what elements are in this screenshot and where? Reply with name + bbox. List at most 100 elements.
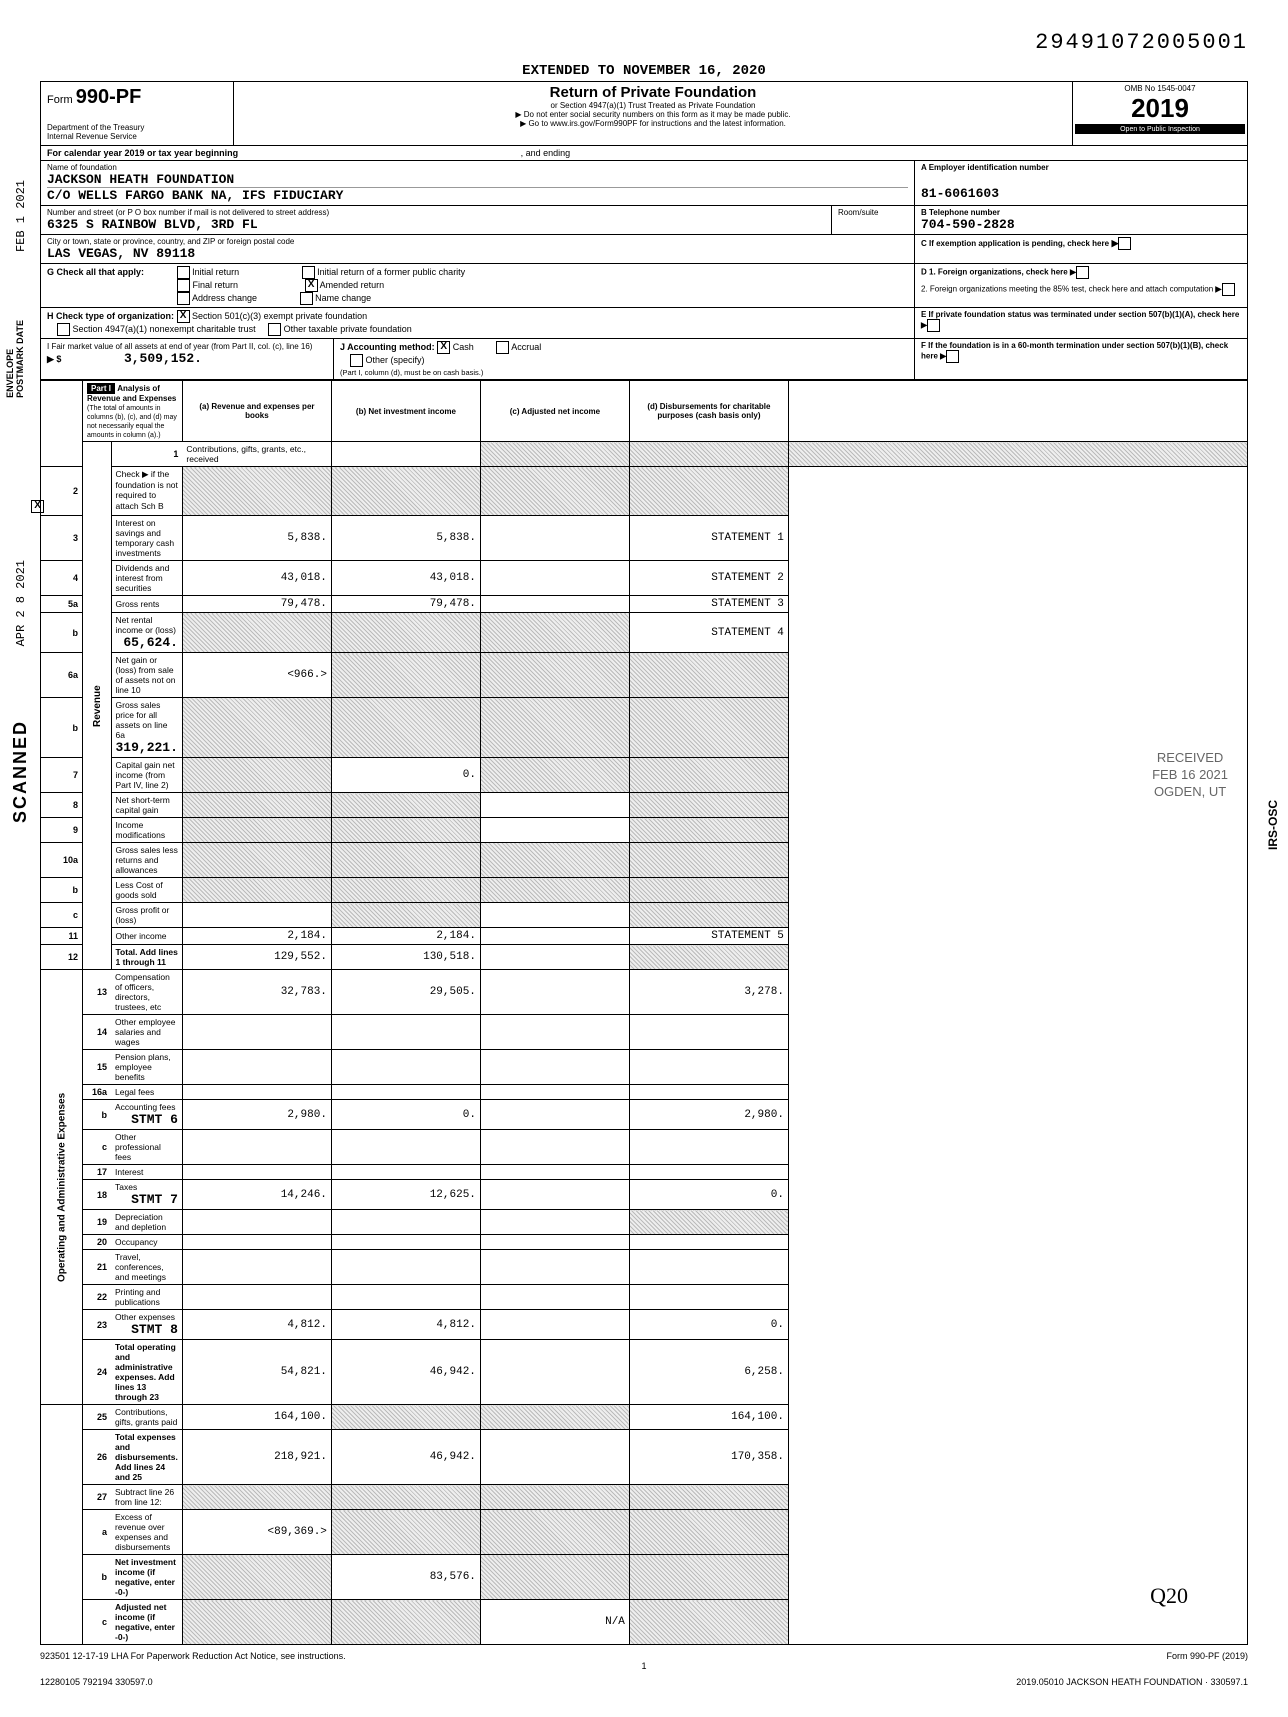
d2-checkbox[interactable] (1222, 283, 1235, 296)
l26a: 218,921. (182, 1430, 331, 1485)
line25-desc: Contributions, gifts, grants paid (111, 1405, 182, 1430)
dept-label: Department of the Treasury (47, 123, 227, 132)
line1-desc: Contributions, gifts, grants, etc., rece… (182, 442, 331, 467)
l18b: 12,625. (331, 1180, 480, 1210)
line13-desc: Compensation of officers, directors, tru… (111, 970, 182, 1015)
l4d: STATEMENT 2 (629, 561, 788, 596)
col-b-header: (b) Net investment income (331, 381, 480, 442)
e-checkbox[interactable] (927, 319, 940, 332)
j-cash-checkbox[interactable]: X (437, 341, 450, 354)
l24a: 54,821. (182, 1340, 331, 1405)
l27aa: <89,369.> (182, 1510, 331, 1555)
h-opt2: Section 4947(a)(1) nonexempt charitable … (73, 324, 256, 334)
d1-checkbox[interactable] (1076, 266, 1089, 279)
l3a: 5,838. (182, 516, 331, 561)
page-number: 1 (40, 1661, 1248, 1671)
g-initial-former-checkbox[interactable] (302, 266, 315, 279)
l26b: 46,942. (331, 1430, 480, 1485)
b-label: B Telephone number (921, 208, 1000, 217)
l27bb: 83,576. (331, 1555, 480, 1600)
line5a-desc: Gross rents (111, 596, 182, 613)
l24b: 46,942. (331, 1340, 480, 1405)
e-label: E If private foundation status was termi… (921, 310, 1239, 319)
line15-desc: Pension plans, employee benefits (111, 1050, 182, 1085)
l3d: STATEMENT 1 (629, 516, 788, 561)
name-label: Name of foundation (47, 163, 908, 172)
line19-desc: Depreciation and depletion (111, 1210, 182, 1235)
line16c-desc: Other professional fees (111, 1130, 182, 1165)
c-checkbox[interactable] (1118, 237, 1131, 250)
g-address: Address change (192, 293, 257, 303)
city-value: LAS VEGAS, NV 89118 (47, 246, 908, 261)
g-address-checkbox[interactable] (177, 292, 190, 305)
line2-checkbox[interactable]: X (31, 500, 44, 513)
l13b: 29,505. (331, 970, 480, 1015)
h-4947-checkbox[interactable] (57, 323, 70, 336)
line10b-desc: Less Cost of goods sold (111, 878, 182, 903)
form-sub2: ▶ Do not enter social security numbers o… (240, 110, 1066, 119)
revenue-section: Revenue (83, 442, 112, 970)
form-title: Return of Private Foundation (240, 84, 1066, 101)
date-stamp-feb: FEB 1 2021 (14, 180, 28, 252)
line8-desc: Net short-term capital gain (111, 793, 182, 818)
h-opt1: Section 501(c)(3) exempt private foundat… (192, 311, 367, 321)
line6b-desc: Gross sales price for all assets on line… (116, 700, 168, 740)
h-other-checkbox[interactable] (268, 323, 281, 336)
line27-desc: Subtract line 26 from line 12: (111, 1485, 182, 1510)
phone-value: 704-590-2828 (921, 217, 1241, 232)
form-ref: Form 990-PF (2019) (1166, 1651, 1248, 1661)
a-label: A Employer identification number (921, 163, 1049, 172)
g-final-checkbox[interactable] (177, 279, 190, 292)
line10c-desc: Gross profit or (loss) (111, 903, 182, 928)
j-other-checkbox[interactable] (350, 354, 363, 367)
bottom-right-code: 2019.05010 JACKSON HEATH FOUNDATION · 33… (1016, 1677, 1248, 1687)
omb-number: OMB No 1545-0047 (1075, 84, 1245, 93)
i-label: I Fair market value of all assets at end… (47, 342, 312, 351)
line6a-desc: Net gain or (loss) from sale of assets n… (111, 653, 182, 698)
line27c-desc: Adjusted net income (if negative, enter … (115, 1602, 175, 1642)
irs-label: Internal Revenue Service (47, 132, 227, 141)
l5aa: 79,478. (182, 596, 331, 613)
line26-desc: Total expenses and disbursements. Add li… (115, 1432, 178, 1482)
calendar-label: For calendar year 2019 or tax year begin… (47, 148, 238, 158)
l5bd: STATEMENT 4 (629, 613, 788, 653)
form-sub3: ▶ Go to www.irs.gov/Form990PF for instru… (240, 119, 1066, 128)
l11b: 2,184. (331, 928, 480, 945)
part1-table: Part I Analysis of Revenue and Expenses … (40, 380, 1248, 1645)
col-d-header: (d) Disbursements for charitable purpose… (629, 381, 788, 442)
care-of: C/O WELLS FARGO BANK NA, IFS FIDUCIARY (47, 187, 908, 203)
line22-desc: Printing and publications (111, 1285, 182, 1310)
line18-desc: Taxes (115, 1182, 137, 1192)
line17-desc: Interest (111, 1165, 182, 1180)
street-address: 6325 S RAINBOW BLVD, 3RD FL (47, 217, 825, 232)
l11a: 2,184. (182, 928, 331, 945)
form-sub1: or Section 4947(a)(1) Trust Treated as P… (240, 101, 1066, 110)
line3-desc: Interest on savings and temporary cash i… (111, 516, 182, 561)
signature-initials: Q20 (1150, 1583, 1188, 1609)
g-initial-checkbox[interactable] (177, 266, 190, 279)
j-note: (Part I, column (d), must be on cash bas… (340, 368, 483, 377)
c-label: C If exemption application is pending, c… (921, 239, 1109, 248)
g-amended-checkbox[interactable]: X (305, 279, 318, 292)
j-accrual-checkbox[interactable] (496, 341, 509, 354)
l6b-val: 319,221. (116, 740, 178, 755)
l23d: 0. (629, 1310, 788, 1340)
g-initial: Initial return (192, 267, 239, 277)
g-label: G Check all that apply: (47, 267, 144, 277)
ein-value: 81-6061603 (921, 186, 1241, 201)
extended-date: EXTENDED TO NOVEMBER 16, 2020 (40, 63, 1248, 79)
part1-sub: (The total of amounts in columns (b), (c… (87, 405, 177, 439)
date-stamp-apr: APR 2 8 2021 (14, 560, 28, 646)
postmark-label: ENVELOPEPOSTMARK DATE (6, 320, 26, 398)
l27cc: N/A (480, 1600, 629, 1645)
j-other: Other (specify) (366, 355, 425, 365)
f-checkbox[interactable] (946, 350, 959, 363)
h-opt3: Other taxable private foundation (284, 324, 412, 334)
line5b-desc: Net rental income or (loss) (116, 615, 176, 635)
l5ad: STATEMENT 3 (629, 596, 788, 613)
g-name-change-checkbox[interactable] (300, 292, 313, 305)
h-501c3-checkbox[interactable]: X (177, 310, 190, 323)
l4b: 43,018. (331, 561, 480, 596)
line12-desc: Total. Add lines 1 through 11 (116, 947, 178, 967)
j-accrual: Accrual (511, 342, 541, 352)
